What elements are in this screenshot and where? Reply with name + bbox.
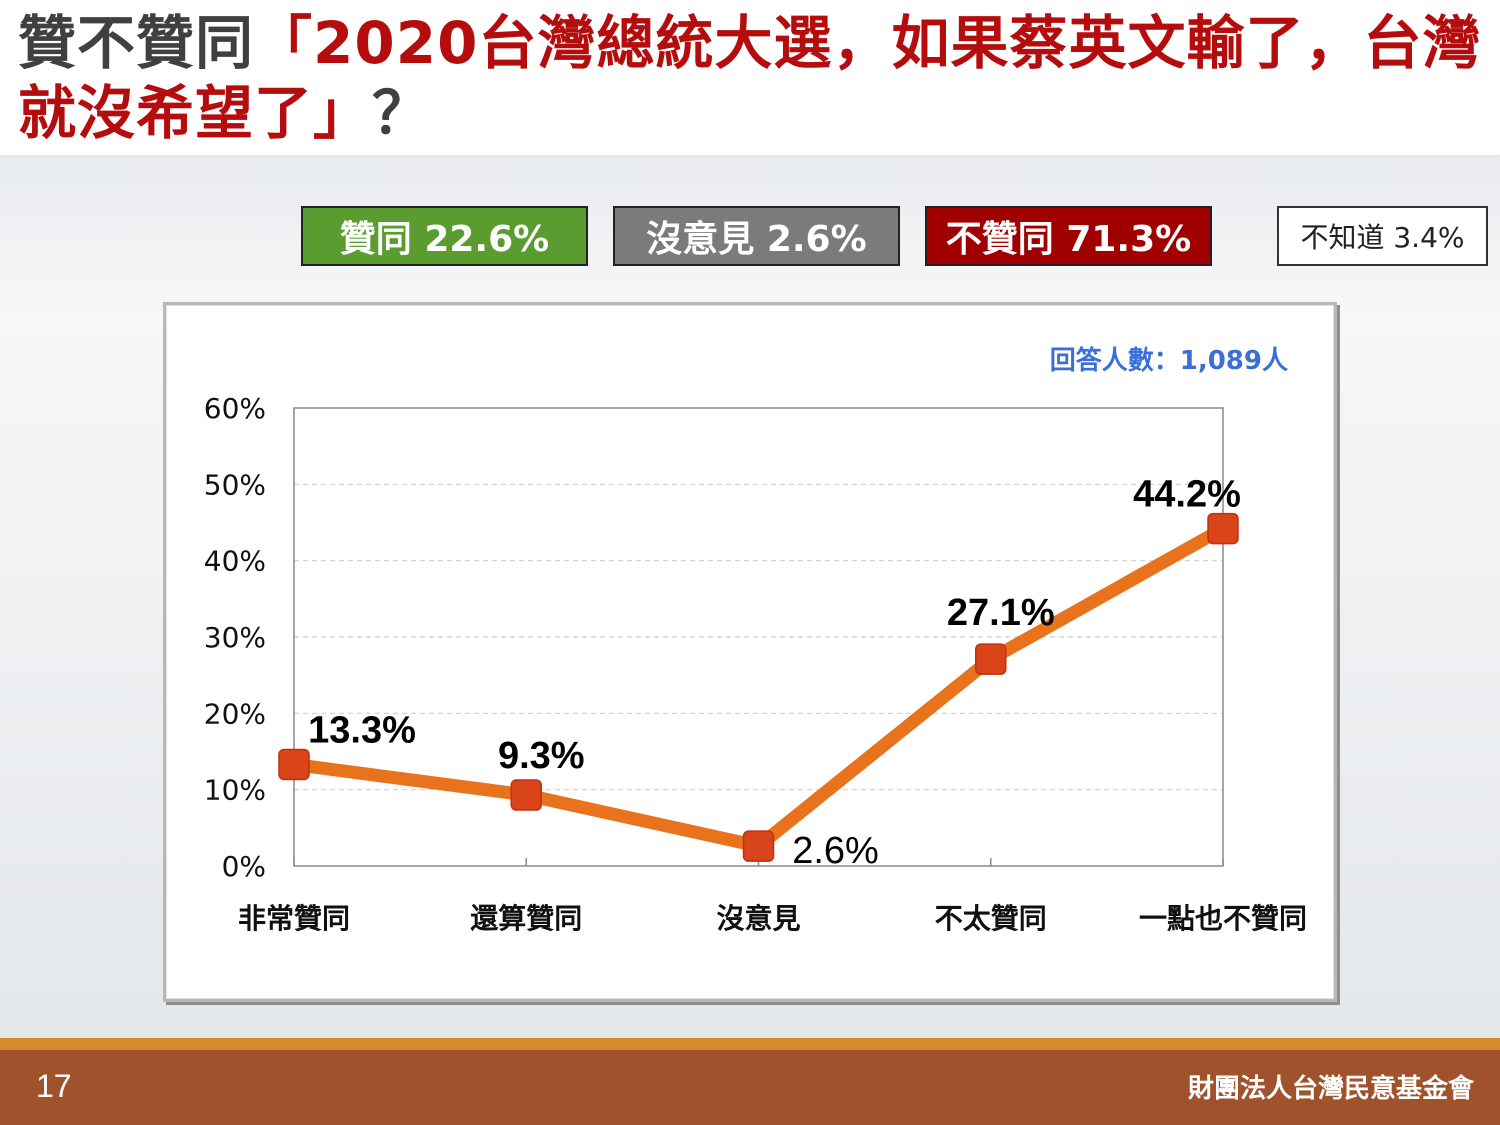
summary-dont-know: 不知道 3.4% (1277, 206, 1488, 266)
chart-frame: 回答人數：1,089人 0% 10% 20% 30% 40% 50% 60% 非常贊同 還算贊同… (163, 302, 1337, 1002)
data-label: 44.2% (1133, 474, 1241, 516)
summary-disagree: 不贊同 71.3% (925, 206, 1212, 266)
page-number: 17 (36, 1068, 72, 1104)
data-label: 27.1% (947, 592, 1055, 634)
data-point-marker (510, 779, 542, 811)
x-tick-label: 不太贊同 (935, 902, 1047, 935)
footer-bar: 17 財團法人台灣民意基金會 (0, 1050, 1500, 1125)
title-area: 贊不贊同「2020台灣總統大選，如果蔡英文輸了，台灣就沒希望了」？ (0, 0, 1500, 155)
axes: 0% 10% 20% 30% 40% 50% 60% 非常贊同 還算贊同 沒意見 不太贊同 一點也不贊… (204, 392, 1307, 935)
y-tick-label: 20% (204, 697, 266, 730)
data-label: 13.3% (308, 709, 416, 751)
y-tick-label: 0% (222, 850, 266, 883)
page-title: 贊不贊同「2020台灣總統大選，如果蔡英文輸了，台灣就沒希望了」？ (18, 8, 1488, 148)
y-tick-label: 60% (204, 392, 266, 425)
x-tick-label: 還算贊同 (470, 902, 582, 935)
summary-neutral: 沒意見 2.6% (613, 206, 900, 266)
organization-name: 財團法人台灣民意基金會 (1187, 1074, 1474, 1104)
y-tick-label: 30% (204, 621, 266, 654)
y-tick-label: 40% (204, 545, 266, 578)
data-point-marker (975, 643, 1007, 675)
data-label: 2.6% (792, 830, 879, 872)
data-point-marker (1207, 512, 1239, 545)
series-line (278, 512, 1239, 862)
summary-agree: 贊同 22.6% (301, 206, 588, 266)
data-labels: 13.3% 9.3% 2.6% 27.1% 44.2% (308, 474, 1241, 873)
title-prefix: 贊不贊同 (18, 9, 255, 77)
x-tick-label: 沒意見 (716, 902, 800, 935)
x-tick-label: 一點也不贊同 (1139, 902, 1307, 935)
data-label: 9.3% (498, 735, 585, 777)
y-tick-label: 10% (204, 774, 266, 807)
series-polyline (287, 522, 1230, 853)
respondents-label: 回答人數：1,089人 (1050, 345, 1288, 376)
y-tick-label: 50% (204, 468, 266, 501)
footer-accent-strip (0, 1038, 1500, 1050)
title-suffix: ？ (372, 79, 432, 147)
data-point-marker (278, 748, 310, 781)
x-tick-label: 非常贊同 (238, 902, 350, 935)
data-point-marker (742, 830, 775, 862)
title-highlight: 「2020台灣總統大選，如果蔡英文輸了，台灣就沒希望了」 (18, 9, 1482, 147)
grid-lines (294, 483, 1223, 791)
line-chart: 回答人數：1,089人 0% 10% 20% 30% 40% 50% 60% 非常贊同 還算贊同… (204, 345, 1307, 935)
